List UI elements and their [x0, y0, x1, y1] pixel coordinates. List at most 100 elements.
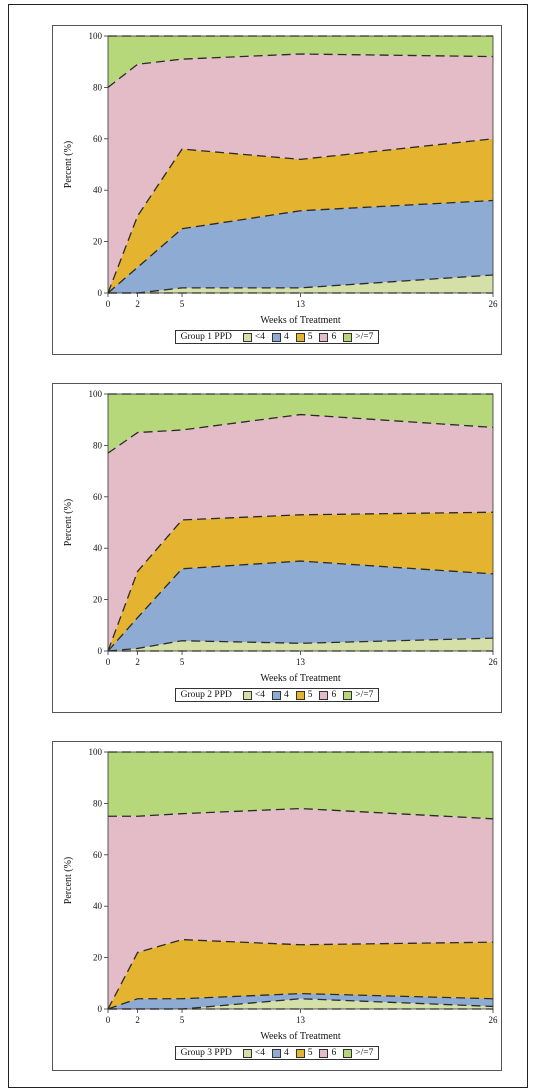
legend-item-lt4: <4: [239, 332, 265, 342]
area-series-4: [108, 561, 493, 651]
x-tick-label: 5: [180, 657, 185, 667]
legend-label: 6: [331, 690, 337, 700]
legend-swatch: [271, 332, 281, 342]
legend-item-4: 4: [268, 1048, 289, 1058]
legend-item-5: 5: [292, 690, 313, 700]
area-series-ge7: [108, 36, 493, 88]
x-tick-label: 13: [296, 1015, 306, 1025]
x-axis-label: Weeks of Treatment: [260, 315, 341, 326]
area-series-6: [108, 53, 493, 294]
legend: Group 3 PPD <4 4 5 6 >/=7: [53, 1046, 501, 1060]
legend-swatch: [319, 1048, 329, 1058]
x-tick-label: 5: [180, 1015, 185, 1025]
legend-swatch: [271, 1048, 281, 1058]
legend-title: Group 3 PPD: [180, 1048, 232, 1058]
legend-label: >/=7: [355, 690, 374, 700]
legend-label: 4: [283, 1048, 289, 1058]
legend-label: 4: [283, 332, 289, 342]
legend-item-lt4: <4: [239, 1048, 265, 1058]
y-axis-label: Percent (%): [63, 499, 74, 546]
legend-box: Group 1 PPD <4 4 5 6 >/=7: [174, 330, 380, 344]
legend: Group 1 PPD <4 4 5 6 >/=7: [53, 330, 501, 344]
legend-swatch: [343, 690, 353, 700]
figure-frame: 0 20 40 60 80 100 0 2 5 13 26 Weeks of Treatment Per…: [8, 4, 528, 1088]
boundary-line: [107, 560, 494, 652]
legend-label: 4: [283, 690, 289, 700]
legend-box: Group 3 PPD <4 4 5 6 >/=7: [174, 1046, 380, 1060]
x-tick-label: 2: [135, 299, 140, 309]
area-series-4: [108, 993, 493, 1009]
legend-swatch: [242, 690, 252, 700]
boundary-line: [107, 511, 494, 652]
area-series-5: [108, 512, 493, 651]
chart-panel-group-1: 0 20 40 60 80 100 0 2 5 13 26 Weeks of Treatment Per…: [52, 25, 502, 355]
legend-item-4: 4: [268, 332, 289, 342]
legend-label: <4: [254, 690, 265, 700]
legend-label: <4: [254, 332, 265, 342]
y-tick-label: 20: [93, 953, 103, 963]
x-tick-label: 13: [296, 299, 306, 309]
x-tick-label: 13: [296, 657, 306, 667]
legend-swatch: [271, 690, 281, 700]
legend-label: 5: [307, 332, 313, 342]
y-tick-label: 100: [89, 31, 103, 41]
legend-item-lt4: <4: [239, 690, 265, 700]
x-tick-label: 26: [489, 299, 499, 309]
legend-item-6: 6: [315, 332, 336, 342]
area-series-lt4: [108, 638, 493, 651]
boundary-line: [107, 199, 494, 294]
y-tick-label: 60: [93, 492, 103, 502]
chart-panel-group-2: 0 20 40 60 80 100 0 2 5 13 26 Weeks of Treatment Per…: [52, 383, 502, 713]
x-axis-label: Weeks of Treatment: [260, 673, 341, 684]
legend-item-4: 4: [268, 690, 289, 700]
legend-swatch: [295, 690, 305, 700]
x-tick-label: 0: [106, 1015, 111, 1025]
boundary-line: [107, 138, 494, 294]
legend-label: 5: [307, 1048, 313, 1058]
area-series-5: [108, 939, 493, 1009]
area-series-5: [108, 138, 493, 293]
y-axis-label: Percent (%): [63, 857, 74, 904]
x-axis-label: Weeks of Treatment: [260, 1031, 341, 1042]
legend-swatch: [295, 332, 305, 342]
area-chart-svg: 0 20 40 60 80 100 0 2 5 13 26 Weeks of Treatment Per…: [63, 389, 498, 684]
legend-label: >/=7: [355, 332, 374, 342]
y-tick-label: 100: [89, 747, 103, 757]
area-series-6: [108, 808, 493, 1009]
legend-title: Group 1 PPD: [180, 332, 232, 342]
x-tick-label: 2: [135, 657, 140, 667]
y-tick-label: 0: [98, 1004, 103, 1014]
area-series-ge7: [108, 394, 493, 454]
x-tick-label: 26: [489, 1015, 499, 1025]
area-series-lt4: [108, 998, 493, 1009]
legend-label: 6: [331, 1048, 337, 1058]
legend-box: Group 2 PPD <4 4 5 6 >/=7: [174, 688, 380, 702]
legend-swatch: [319, 332, 329, 342]
legend-item-ge7: >/=7: [339, 332, 373, 342]
boundary-line: [108, 807, 494, 820]
legend-swatch: [242, 332, 252, 342]
y-tick-label: 80: [93, 82, 103, 92]
legend-label: 5: [307, 690, 313, 700]
legend-label: <4: [254, 1048, 265, 1058]
boundary-line: [107, 938, 494, 1010]
legend-item-ge7: >/=7: [339, 690, 373, 700]
legend-label: 6: [331, 332, 337, 342]
legend-swatch: [343, 1048, 353, 1058]
legend-item-5: 5: [292, 1048, 313, 1058]
y-tick-label: 60: [93, 850, 103, 860]
y-tick-label: 100: [89, 389, 103, 399]
legend-swatch: [319, 690, 329, 700]
legend-swatch: [242, 1048, 252, 1058]
legend-title: Group 2 PPD: [180, 690, 232, 700]
y-tick-label: 80: [93, 798, 103, 808]
area-chart-svg: 0 20 40 60 80 100 0 2 5 13 26 Weeks of Treatment Per…: [63, 747, 499, 1042]
area-series-lt4: [108, 275, 493, 293]
boundary-line: [107, 637, 494, 652]
legend-item-6: 6: [315, 1048, 336, 1058]
area-series-6: [108, 414, 493, 651]
y-tick-label: 40: [93, 185, 103, 195]
boundary-line: [107, 992, 494, 1010]
y-tick-label: 0: [98, 288, 103, 298]
y-tick-label: 40: [93, 901, 103, 911]
